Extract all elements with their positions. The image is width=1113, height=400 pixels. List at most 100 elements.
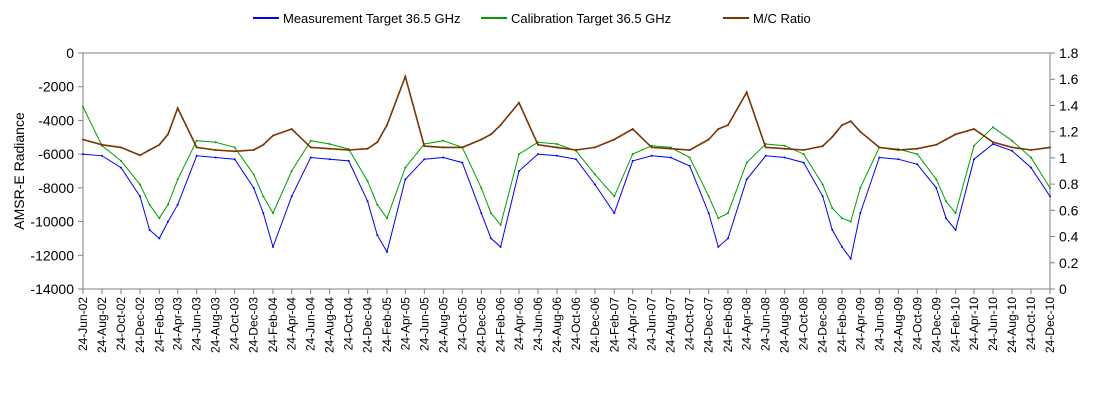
x-tick-label: 24-Jun-04 xyxy=(304,297,318,351)
data-point xyxy=(518,101,520,104)
data-point xyxy=(290,195,293,198)
data-point xyxy=(328,147,331,150)
data-point xyxy=(366,147,369,150)
data-point xyxy=(233,158,236,161)
data-point xyxy=(802,153,805,156)
x-tick-label: 24-Jun-10 xyxy=(986,297,1000,351)
data-point xyxy=(195,139,198,142)
data-point xyxy=(935,178,938,181)
data-point xyxy=(973,128,975,130)
data-point xyxy=(120,146,122,149)
data-point xyxy=(1049,186,1051,189)
data-point xyxy=(935,186,938,189)
x-tick-label: 24-Feb-03 xyxy=(152,297,166,353)
data-point xyxy=(688,164,691,167)
data-point xyxy=(707,212,710,215)
data-point xyxy=(148,229,151,231)
x-tick-label: 24-Aug-07 xyxy=(664,297,678,353)
x-tick-label: 24-Apr-05 xyxy=(398,297,412,351)
data-point xyxy=(973,158,975,161)
data-point xyxy=(404,178,407,181)
data-point xyxy=(783,156,786,159)
data-point xyxy=(973,144,975,147)
data-point xyxy=(82,105,84,108)
data-point xyxy=(613,138,616,141)
data-point xyxy=(176,178,179,181)
legend-label: M/C Ratio xyxy=(753,11,811,26)
data-point xyxy=(1049,146,1051,149)
data-point xyxy=(499,124,502,127)
x-tick-label: 24-Apr-07 xyxy=(626,297,640,351)
data-point xyxy=(764,146,767,149)
data-point xyxy=(490,133,492,136)
x-tick-label: 24-Oct-10 xyxy=(1024,297,1038,351)
x-tick-label: 24-Jun-03 xyxy=(190,297,204,351)
data-point xyxy=(945,200,947,203)
data-point xyxy=(821,195,824,198)
data-point xyxy=(688,156,691,159)
data-point xyxy=(214,141,217,144)
data-point xyxy=(101,143,103,146)
data-point xyxy=(831,207,834,210)
data-point xyxy=(897,149,900,151)
data-point xyxy=(841,217,843,220)
data-point xyxy=(195,154,198,157)
data-point xyxy=(916,147,919,150)
data-point xyxy=(386,124,388,127)
x-tick-label: 24-Feb-08 xyxy=(721,297,735,353)
x-tick-label: 24-Aug-02 xyxy=(95,297,109,353)
x-tick-label: 24-Dec-04 xyxy=(361,297,375,353)
data-point xyxy=(859,186,862,189)
data-point xyxy=(594,173,596,176)
x-tick-label: 24-Aug-10 xyxy=(1005,297,1019,353)
data-point xyxy=(1030,166,1032,169)
data-point xyxy=(631,128,634,130)
x-tick-label: 24-Dec-07 xyxy=(702,297,716,353)
y-tick-label: 0 xyxy=(66,45,74,61)
x-tick-label: 24-Feb-09 xyxy=(835,297,849,353)
x-tick-label: 24-Aug-05 xyxy=(436,297,450,353)
x-tick-label: 24-Feb-07 xyxy=(607,297,621,353)
data-point xyxy=(831,229,834,231)
data-point xyxy=(423,158,426,161)
data-point xyxy=(688,149,691,151)
data-point xyxy=(214,156,217,159)
x-tick-label: 24-Dec-05 xyxy=(474,297,488,353)
y2-tick-label: 0 xyxy=(1059,281,1067,297)
x-tick-label: 24-Dec-10 xyxy=(1043,297,1057,353)
data-point xyxy=(650,146,653,149)
data-point xyxy=(1011,146,1013,149)
x-tick-label: 24-Aug-06 xyxy=(550,297,564,353)
data-point xyxy=(148,149,151,151)
x-tick-label: 24-Oct-02 xyxy=(114,297,128,351)
data-point xyxy=(272,134,274,137)
x-tick-label: 24-Dec-03 xyxy=(247,297,261,353)
data-point xyxy=(214,149,217,151)
data-point xyxy=(480,138,483,141)
data-point xyxy=(650,154,653,157)
data-point xyxy=(490,212,492,215)
data-point xyxy=(841,124,843,127)
data-point xyxy=(631,159,634,162)
legend: Measurement Target 36.5 GHz Calibration T… xyxy=(253,11,811,26)
data-point xyxy=(556,143,558,145)
data-point xyxy=(309,146,312,149)
data-point xyxy=(499,223,502,226)
data-point xyxy=(594,183,596,186)
x-tick-label: 24-Dec-06 xyxy=(588,297,602,353)
data-point xyxy=(290,128,293,130)
y-tick-label: -12000 xyxy=(30,247,74,263)
x-tick-label: 24-Feb-05 xyxy=(380,297,394,353)
x-tick-label: 24-Apr-08 xyxy=(740,297,754,351)
data-point xyxy=(82,138,84,141)
data-point xyxy=(376,141,379,144)
data-point xyxy=(878,146,881,149)
data-point xyxy=(945,138,947,141)
x-tick-label: 24-Dec-02 xyxy=(133,297,147,353)
data-point xyxy=(176,107,179,110)
data-point xyxy=(831,135,834,138)
data-point xyxy=(404,75,407,78)
x-tick-label: 24-Apr-10 xyxy=(967,297,981,351)
y-tick-label: -6000 xyxy=(38,146,74,162)
data-point xyxy=(556,146,558,149)
